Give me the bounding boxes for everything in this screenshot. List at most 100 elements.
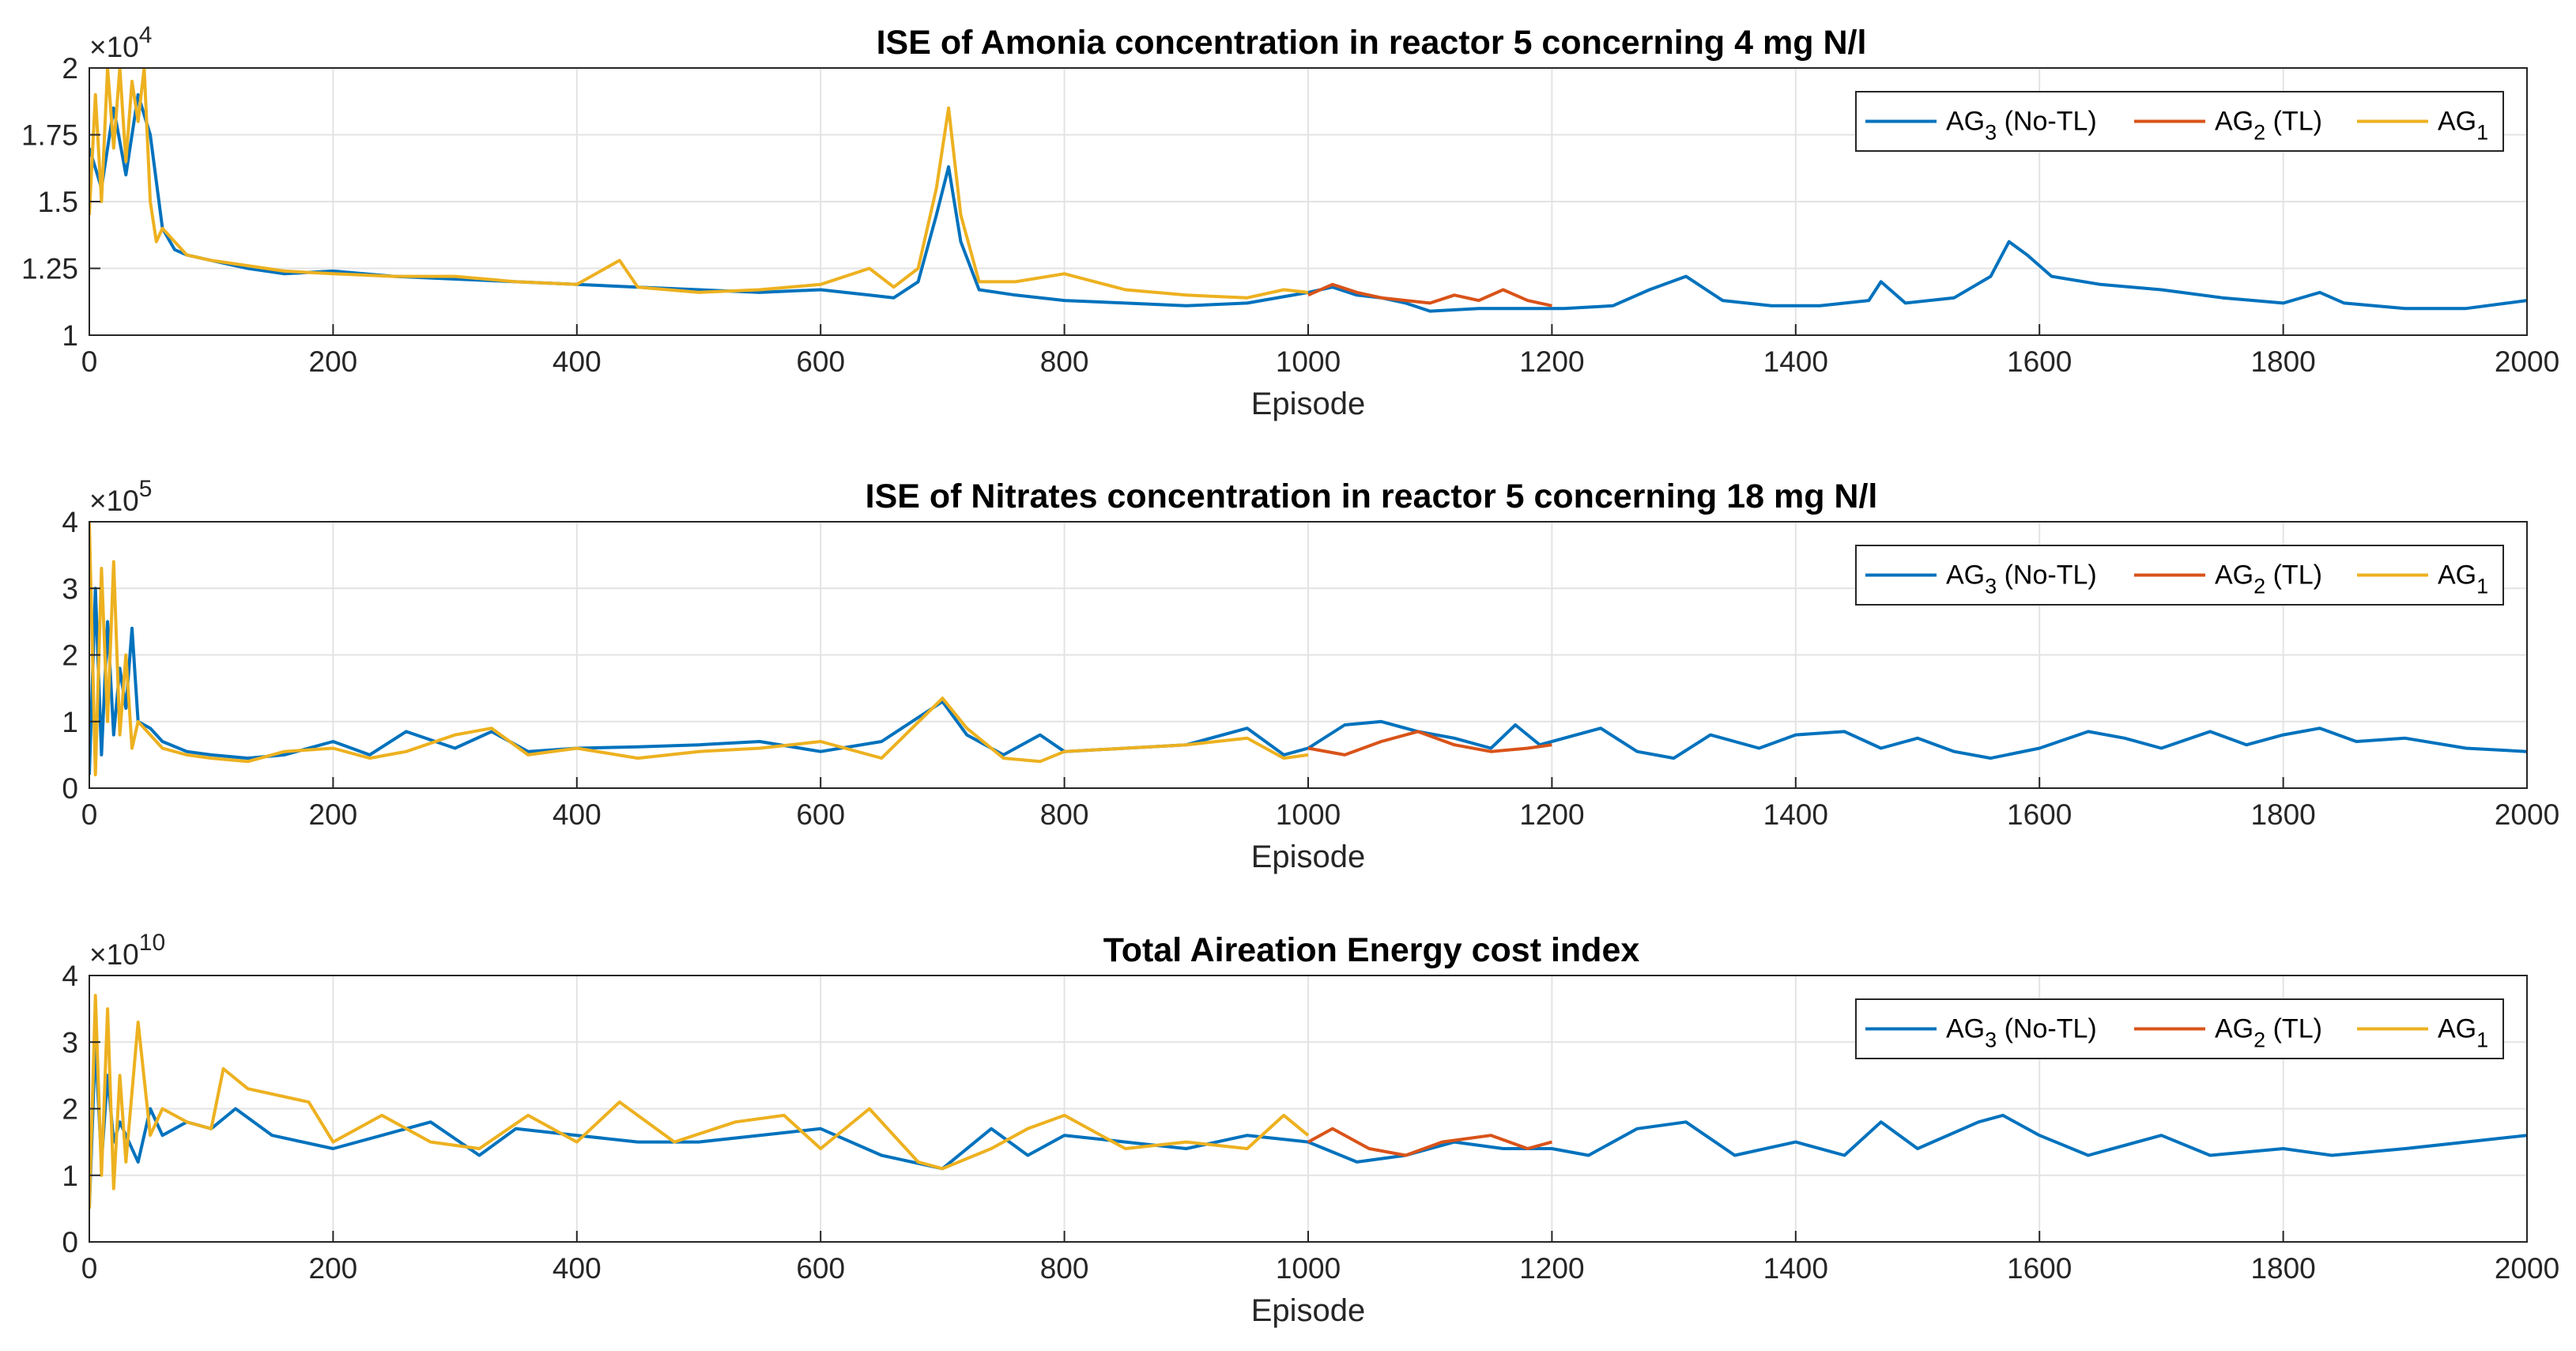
chart-1: 0 200 400 600 800 1000 1200 1400 1600 1800 2000 1 1.… [21,22,2559,421]
axis-multiplier: ×104 [89,22,152,63]
series-group [89,68,2527,313]
x-tick-label: 0 [81,1252,98,1285]
series-line-ag2 [1307,730,1552,757]
legend-label-suffix: (No-TL) [1997,1014,2097,1044]
chart-3: 0 200 400 600 800 1000 1200 1400 1600 1800 2000 0 1 2… [62,930,2559,1328]
legend-label-main: AG [2438,1014,2476,1044]
y-tick-label: 1 [62,1160,78,1192]
multiplier-exponent: 5 [139,476,153,502]
x-axis-label: Episode [1251,1293,1366,1328]
y-tick-label: 1.75 [21,119,78,152]
legend-label-subscript: 2 [2254,121,2265,145]
x-axis-label: Episode [1251,840,1366,874]
y-tick-label: 1 [62,319,78,352]
legend-label: AG1 [2438,107,2488,145]
legend: AG3 (No-TL) AG2 (TL) AG1 [1855,91,2504,152]
x-tick-label: 800 [1040,1252,1089,1285]
legend-label: AG1 [2438,560,2488,598]
x-tick-label: 1800 [2250,798,2315,831]
legend-label-suffix: (No-TL) [1997,560,2097,591]
x-tick-label: 200 [309,798,358,831]
x-tick-label: 0 [81,345,98,378]
multiplier-base: 10 [107,31,139,63]
multiplier-times: × [89,31,107,63]
x-tick-label: 600 [796,798,845,831]
x-tick-label: 1000 [1276,1252,1341,1285]
legend: AG3 (No-TL) AG2 (TL) AG1 [1855,545,2504,606]
series-line-ag3 [89,587,2527,776]
x-tick-label: 1600 [2007,345,2072,378]
series-line-ag3 [89,1040,2527,1209]
axis-multiplier: ×1010 [89,930,165,971]
x-tick-label: 2000 [2495,345,2559,378]
y-tick-label: 1 [62,706,78,738]
series-line-ag2 [1307,282,1552,308]
legend-label-suffix: (TL) [2265,1014,2322,1044]
x-tick-label: 200 [309,345,358,378]
legend-label-main: AG [2438,107,2476,137]
legend-label-subscript: 2 [2254,1028,2265,1052]
legend-label-main: AG [1946,560,1985,591]
x-tick-label: 1000 [1276,798,1341,831]
x-tick-label: 400 [553,345,602,378]
series-line-ag1 [89,994,1310,1209]
x-tick-label: 1400 [1763,798,1828,831]
legend: AG3 (No-TL) AG2 (TL) AG1 [1855,998,2504,1059]
chart-title: ISE of Nitrates concentration in reactor… [866,477,1878,515]
x-tick-label: 800 [1040,798,1089,831]
y-tick-label: 1.25 [21,253,78,285]
y-tick-label: 0 [62,772,78,805]
legend-label-subscript: 2 [2254,575,2265,598]
series-line-ag2 [1307,1126,1552,1157]
legend-label-suffix: (TL) [2265,560,2322,591]
y-tick-label: 4 [62,506,78,538]
legend-label-main: AG [2215,560,2254,591]
x-tick-label: 1800 [2250,345,2315,378]
legend-label-subscript: 3 [1985,1028,1997,1052]
axis-multiplier: ×105 [89,476,152,517]
x-tick-label: 600 [796,1252,845,1285]
x-tick-label: 2000 [2495,798,2559,831]
multiplier-base: 10 [107,485,139,517]
legend-label-main: AG [2215,1014,2254,1044]
legend-label-subscript: 1 [2476,575,2488,598]
legend-label: AG2 (TL) [2215,107,2322,145]
x-tick-label: 1000 [1276,345,1341,378]
legend-label: AG3 (No-TL) [1946,107,2097,145]
y-tick-label: 2 [62,1093,78,1126]
legend-label-subscript: 1 [2476,121,2488,145]
series-line-ag1 [89,522,1309,777]
y-tick-label: 2 [62,640,78,672]
legend-label-suffix: (TL) [2265,107,2322,137]
legend-label-main: AG [1946,1014,1985,1044]
series-line-ag1 [89,68,1309,300]
chart-title: Total Aireation Energy cost index [1103,931,1640,969]
x-tick-label: 1600 [2007,1252,2072,1285]
chart-title: ISE of Amonia concentration in reactor 5… [877,24,1867,62]
legend-label-main: AG [2438,560,2476,591]
y-tick-label: 3 [62,572,78,605]
legend-label-subscript: 3 [1985,575,1997,598]
x-tick-label: 1600 [2007,798,2072,831]
legend-label-suffix: (No-TL) [1997,107,2097,137]
x-tick-label: 2000 [2495,1252,2559,1285]
series-group [89,522,2527,777]
x-tick-label: 200 [309,1252,358,1285]
legend-label-subscript: 3 [1985,121,1997,145]
x-tick-label: 1800 [2250,1252,2315,1285]
x-tick-label: 1400 [1763,1252,1828,1285]
x-tick-label: 0 [81,798,98,831]
multiplier-exponent: 4 [139,22,153,48]
legend-label: AG3 (No-TL) [1946,1014,2097,1052]
x-tick-label: 1200 [1519,1252,1584,1285]
y-tick-label: 3 [62,1026,78,1059]
x-tick-label: 400 [553,1252,602,1285]
multiplier-exponent: 10 [139,930,165,956]
y-tick-label: 1.5 [38,186,78,218]
legend-label: AG2 (TL) [2215,1014,2322,1052]
x-tick-label: 800 [1040,345,1089,378]
x-tick-label: 1200 [1519,345,1584,378]
x-tick-label: 1200 [1519,798,1584,831]
multiplier-base: 10 [107,938,139,971]
